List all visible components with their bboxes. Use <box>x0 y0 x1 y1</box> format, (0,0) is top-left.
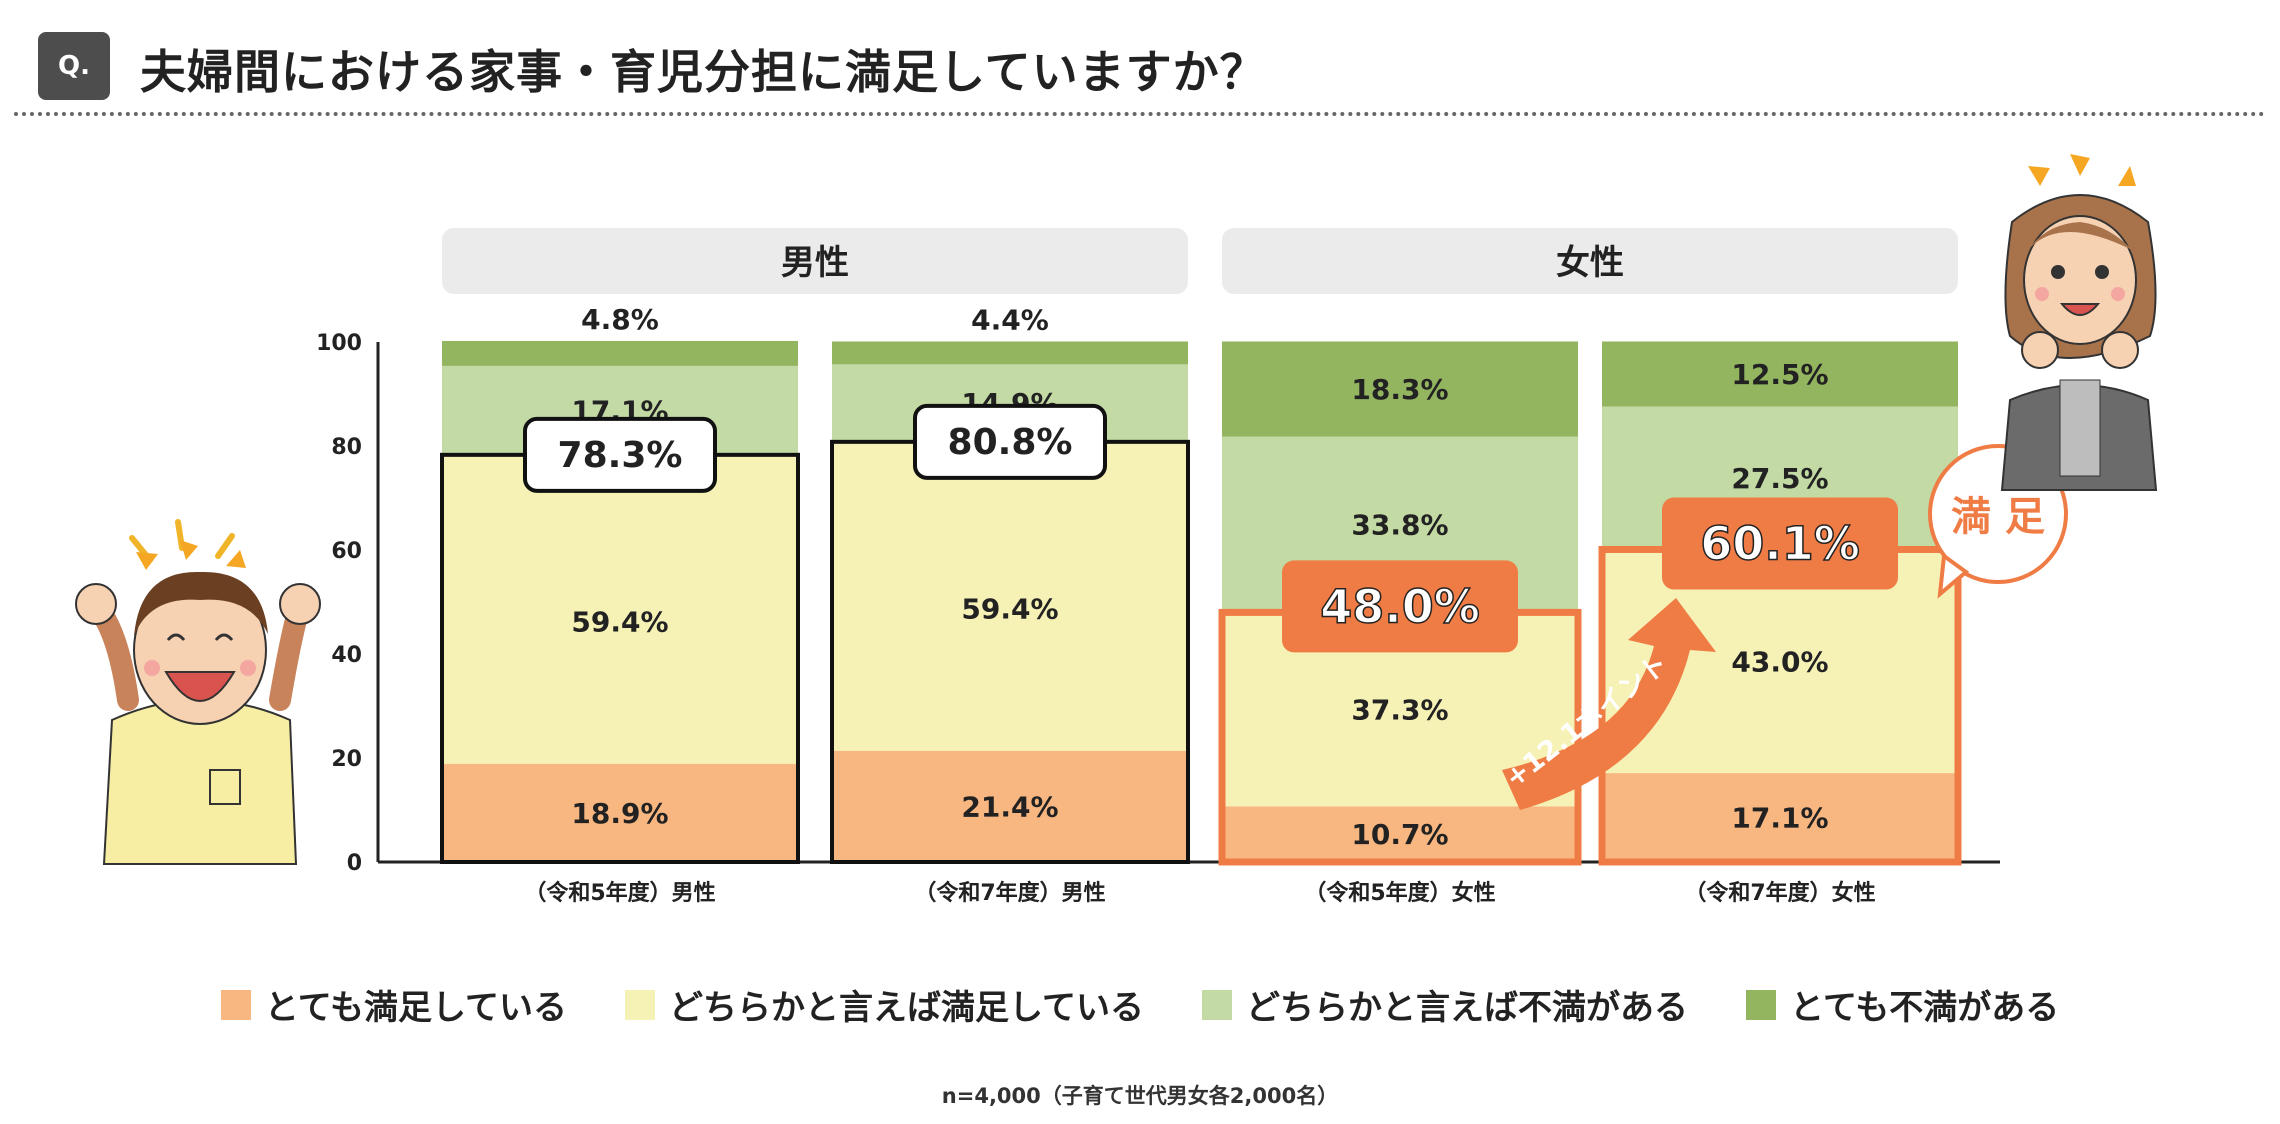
total-label: 60.1% <box>1700 516 1860 570</box>
total-label: 80.8% <box>948 422 1073 463</box>
x-tick-label: （令和5年度）女性 <box>1304 880 1495 906</box>
legend-swatch <box>1745 989 1776 1020</box>
bar-segment <box>1602 773 1958 862</box>
legend: とても満足している どちらかと言えば満足している どちらかと言えば不満がある とても不… <box>0 980 2280 1029</box>
total-box <box>1662 497 1898 590</box>
x-tick-label: （令和7年度）男性 <box>914 880 1105 906</box>
segment-label: 33.8% <box>1351 509 1448 542</box>
y-tick-label: 100 <box>316 331 362 356</box>
bar-segment <box>442 340 798 366</box>
increase-arrow <box>1502 598 1716 810</box>
segment-label: 59.4% <box>571 605 668 638</box>
legend-label: とても不満がある <box>1789 988 2060 1028</box>
x-axis-labels: （令和5年度）男性 （令和7年度）男性 （令和5年度）女性 （令和7年度）女性 <box>524 880 1875 906</box>
legend-label: どちらかと言えば満足している <box>669 988 1144 1028</box>
bar-segment <box>1602 341 1958 407</box>
group-header-label: 男性 <box>781 243 849 283</box>
happy-man-illustration <box>75 519 321 865</box>
total-label: 78.3% <box>558 435 683 476</box>
satisfied-totals: 78.3% 80.8% 48.0% 60.1% <box>523 403 1898 653</box>
y-tick-label: 60 <box>331 539 362 564</box>
legend-label: とても満足している <box>264 988 567 1028</box>
segment-label: 17.1% <box>1731 802 1828 835</box>
legend-item: とても不満がある <box>1745 980 2060 1029</box>
bar-segment <box>442 454 798 764</box>
segment-label: 18.9% <box>571 797 668 830</box>
segment-label: 18.3% <box>1351 373 1448 406</box>
group-headers: 男性 女性 <box>442 228 1958 294</box>
total-box <box>1282 560 1518 653</box>
group-header-bg <box>442 228 1188 294</box>
segment-label: 43.0% <box>1731 645 1828 678</box>
legend-swatch <box>625 989 655 1020</box>
segment-label: 4.4% <box>971 303 1049 336</box>
total-box <box>523 416 717 493</box>
group-header-bg <box>1222 228 1958 294</box>
satisfied-bubble-text: 満 足 <box>1951 494 2045 540</box>
total-label: 48.0% <box>1320 579 1480 633</box>
page-header: Q. 夫婦間における家事・育児分担に満足していますか？ <box>0 0 2280 120</box>
question-badge: Q. <box>38 32 110 100</box>
footnote: n=4,000（子育て世代男女各2,000名） <box>941 1084 1339 1108</box>
bar-segment <box>442 763 798 862</box>
legend-swatch <box>1201 989 1232 1020</box>
legend-swatch <box>220 989 251 1020</box>
y-tick-label: 0 <box>347 851 362 876</box>
y-tick-label: 80 <box>331 435 362 460</box>
segment-label: 12.5% <box>1731 358 1828 391</box>
happy-woman-illustration <box>2000 154 2158 491</box>
total-box <box>913 403 1107 480</box>
group-header-label: 女性 <box>1556 243 1624 283</box>
bubble-tail <box>1937 552 1970 599</box>
y-tick-label: 40 <box>331 643 362 668</box>
bar-segment <box>832 441 1188 751</box>
bar-segment <box>832 750 1188 862</box>
segment-label: 21.4% <box>961 790 1058 823</box>
bar-segment <box>1222 341 1578 437</box>
segment-label: 10.7% <box>1351 818 1448 851</box>
y-tick-label: 20 <box>331 747 362 772</box>
segment-label: 59.4% <box>961 592 1058 625</box>
legend-label: どちらかと言えば不満がある <box>1245 988 1688 1028</box>
legend-item: どちらかと言えば不満がある <box>1201 980 1688 1029</box>
x-tick-label: （令和7年度）女性 <box>1684 880 1875 906</box>
segment-label: 27.5% <box>1731 462 1828 495</box>
x-tick-label: （令和5年度）男性 <box>524 880 715 906</box>
page-title: 夫婦間における家事・育児分担に満足していますか？ <box>140 45 1267 99</box>
legend-item: とても満足している <box>220 980 567 1029</box>
bar-segment <box>832 341 1188 365</box>
legend-item: どちらかと言えば満足している <box>625 980 1144 1029</box>
segment-label: 37.3% <box>1351 693 1448 726</box>
dotted-divider <box>14 112 2266 116</box>
segment-label: 4.8% <box>581 303 659 336</box>
bar-segment <box>1222 806 1578 862</box>
